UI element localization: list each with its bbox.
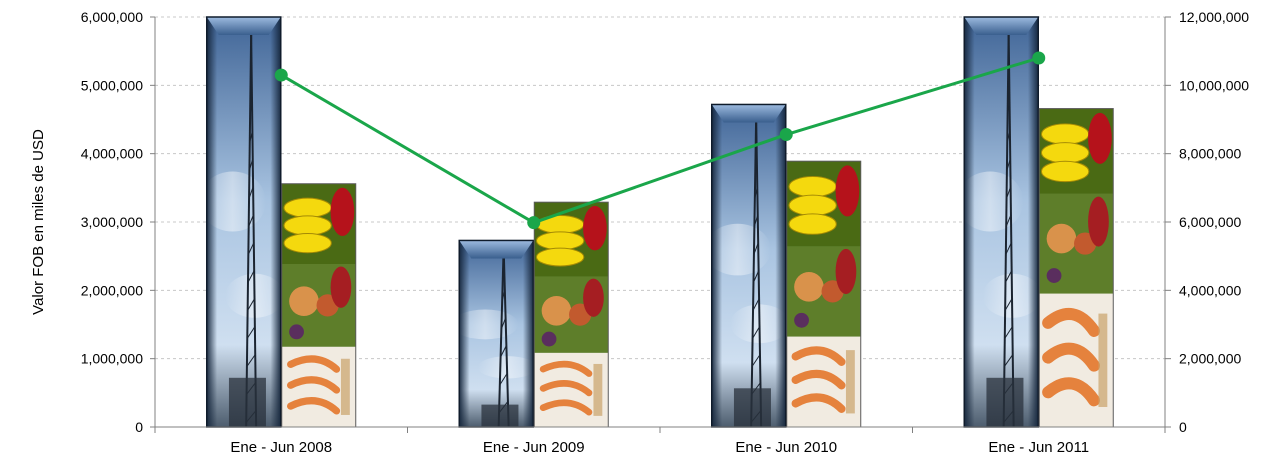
right-tick-label: 6,000,000 xyxy=(1179,214,1241,230)
fruit-shape xyxy=(1046,268,1062,283)
bar-bevel xyxy=(711,104,786,427)
banana-shape xyxy=(1040,142,1090,164)
plot-area xyxy=(199,16,1114,428)
bar-bevel xyxy=(459,240,534,427)
shrimp-shape xyxy=(791,369,846,390)
bar-bevel xyxy=(964,17,1039,427)
bar-oil-platform xyxy=(199,16,285,428)
fruit-shape xyxy=(541,295,572,326)
bar-food-products xyxy=(1038,108,1114,428)
x-tick-label: Ene - Jun 2008 xyxy=(230,439,332,456)
shrimp-shape xyxy=(539,360,593,377)
shrimp-shape xyxy=(1042,377,1101,407)
pepper-shape xyxy=(1088,112,1112,164)
basket-shape xyxy=(593,363,603,416)
basket-shape xyxy=(845,350,855,414)
right-tick-label: 12,000,000 xyxy=(1179,9,1249,25)
bar-cap xyxy=(206,17,281,35)
shrimp-shape xyxy=(791,393,846,413)
x-tick-label: Ene - Jun 2010 xyxy=(735,439,837,456)
bar-oil-platform xyxy=(451,239,537,428)
fruit-shape xyxy=(289,286,319,317)
left-tick-label: 4,000,000 xyxy=(81,146,143,162)
right-tick-label: 10,000,000 xyxy=(1179,77,1249,93)
right-tick-label: 8,000,000 xyxy=(1179,146,1241,162)
x-tick-label: Ene - Jun 2009 xyxy=(483,439,585,456)
left-tick-label: 6,000,000 xyxy=(81,9,143,25)
bar-oil-platform xyxy=(704,103,790,428)
line-point xyxy=(274,68,288,82)
left-tick-label: 1,000,000 xyxy=(81,351,143,367)
fruit-shape xyxy=(794,312,809,328)
shrimp-shape xyxy=(1042,308,1101,337)
left-tick-label: 5,000,000 xyxy=(81,77,143,93)
banana-shape xyxy=(283,215,332,236)
y-axis-label: Valor FOB en miles de USD xyxy=(30,129,47,315)
banana-shape xyxy=(1040,123,1090,145)
line-point xyxy=(779,128,793,142)
shrimp-shape xyxy=(287,355,341,373)
left-tick-label: 2,000,000 xyxy=(81,282,143,298)
banana-shape xyxy=(1040,160,1090,183)
bar-food-products xyxy=(533,201,609,428)
fruit-shape xyxy=(794,272,824,302)
pepper-shape xyxy=(583,278,604,317)
banana-shape xyxy=(788,213,837,235)
bar-bevel xyxy=(206,17,281,427)
pepper-shape xyxy=(1088,196,1109,247)
x-axis: Ene - Jun 2008 Ene - Jun 2009 Ene - Jun 20… xyxy=(154,426,1166,456)
shrimp-shape xyxy=(287,376,341,394)
pepper-shape xyxy=(330,266,352,308)
pepper-shape xyxy=(835,248,857,295)
banana-shape xyxy=(535,231,585,251)
right-tick-label: 2,000,000 xyxy=(1179,351,1241,367)
basket-shape xyxy=(340,358,350,415)
fruit-shape xyxy=(1046,223,1077,254)
bar-cap xyxy=(711,104,786,123)
basket-shape xyxy=(1098,313,1108,407)
banana-shape xyxy=(283,197,332,218)
bar-oil-platform xyxy=(956,16,1042,428)
pepper-shape xyxy=(583,205,607,251)
fruit-shape xyxy=(289,324,304,340)
pepper-shape xyxy=(330,187,355,236)
bar-cap xyxy=(964,17,1039,35)
shrimp-shape xyxy=(539,380,593,397)
left-tick-label: 3,000,000 xyxy=(81,214,143,230)
right-y-axis: 0 2,000,000 4,000,000 6,000,000 8,000,000 10,… xyxy=(1164,9,1249,435)
shrimp-shape xyxy=(287,397,341,415)
banana-shape xyxy=(535,247,585,267)
bar-food-products xyxy=(281,183,357,428)
shrimp-shape xyxy=(1042,342,1101,372)
bar-food-products xyxy=(786,160,862,428)
line-point xyxy=(1032,51,1046,65)
left-tick-label: 0 xyxy=(135,419,143,435)
shrimp-shape xyxy=(791,346,846,366)
right-tick-label: 0 xyxy=(1179,419,1187,435)
shrimp-shape xyxy=(539,399,593,416)
right-tick-label: 4,000,000 xyxy=(1179,282,1241,298)
banana-shape xyxy=(788,175,837,198)
line-point xyxy=(527,216,541,230)
pepper-shape xyxy=(835,165,860,217)
left-y-axis: 0 1,000,000 2,000,000 3,000,000 4,000,000 5,0… xyxy=(81,9,156,435)
x-tick-label: Ene - Jun 2011 xyxy=(988,439,1089,456)
fruit-shape xyxy=(541,331,557,347)
series-line xyxy=(280,56,1040,225)
banana-shape xyxy=(283,233,332,254)
banana-shape xyxy=(788,194,837,217)
bar-cap xyxy=(459,240,534,259)
line-series xyxy=(274,51,1046,230)
